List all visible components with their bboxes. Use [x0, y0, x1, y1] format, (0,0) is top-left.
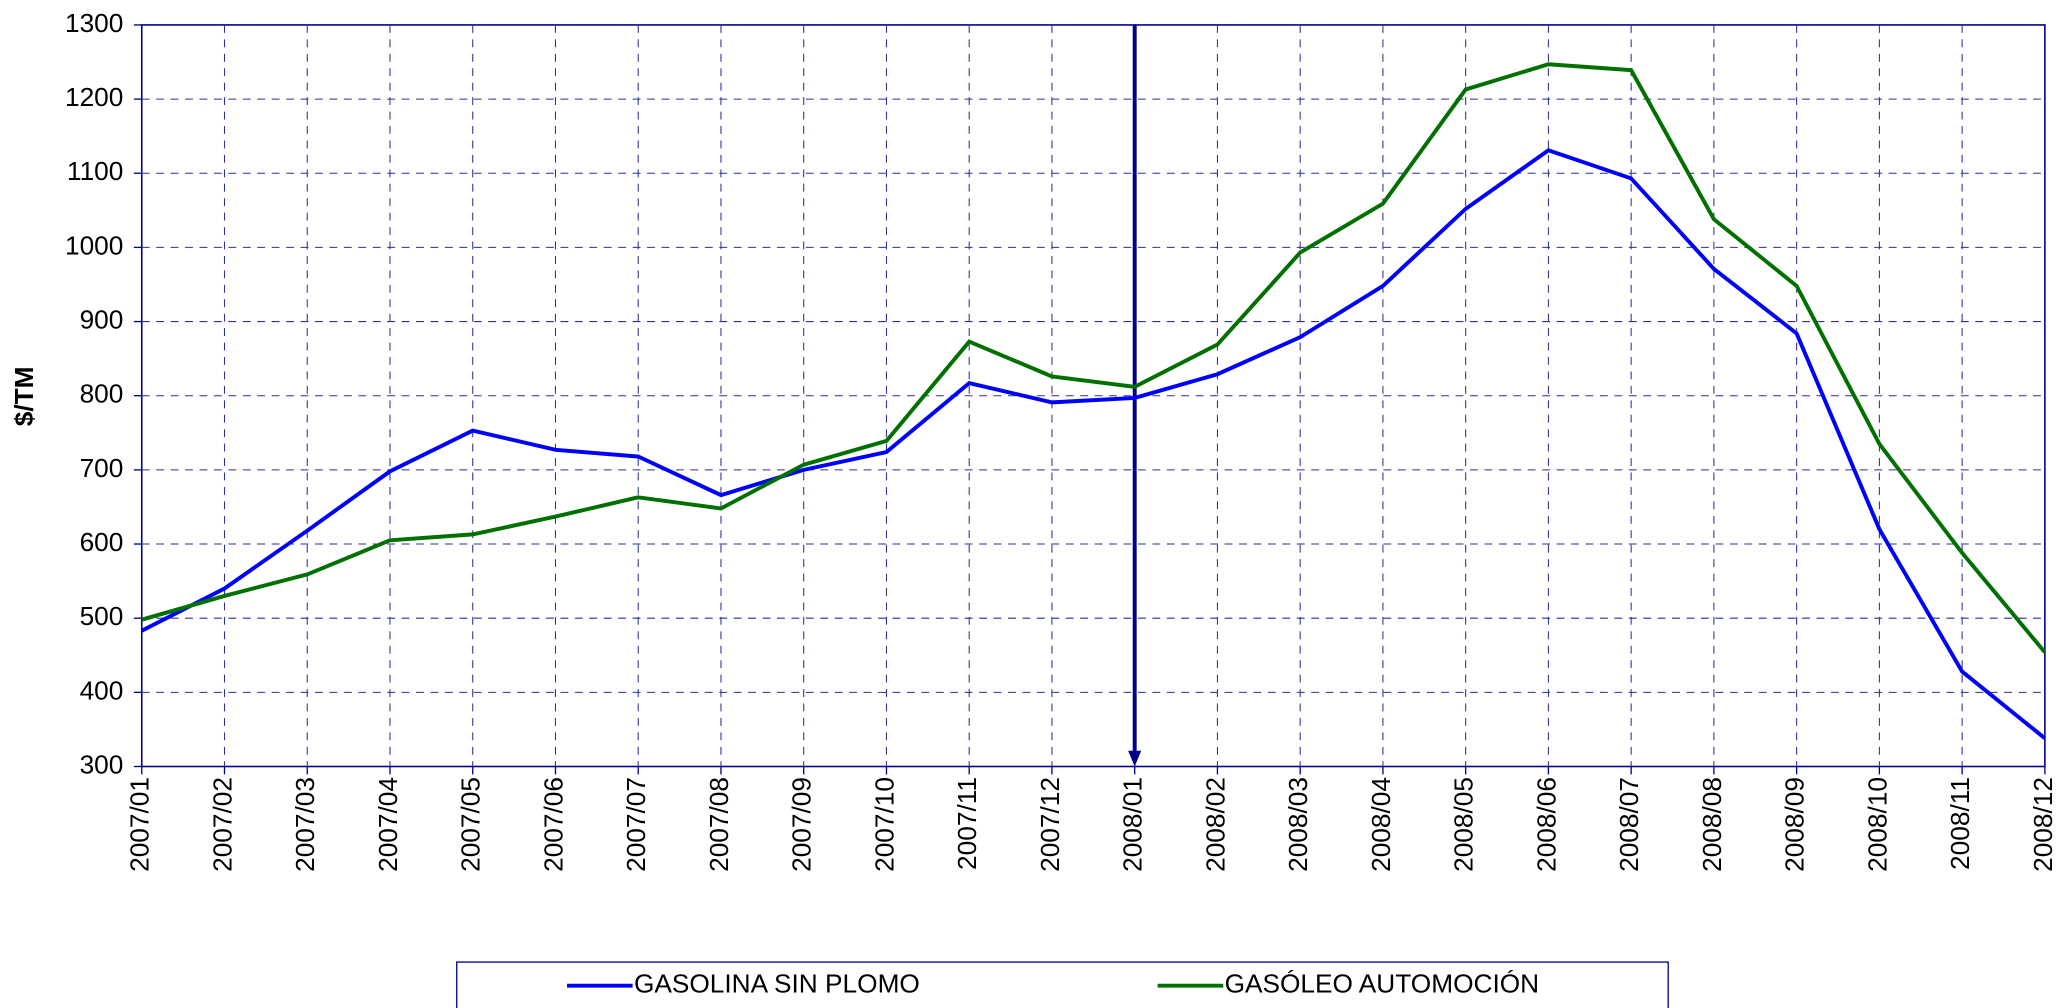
x-tick-label: 2008/07	[1614, 777, 1644, 872]
x-tick-label: 2007/01	[125, 777, 155, 872]
legend-box	[456, 961, 1669, 1008]
x-tick-label: 2007/03	[290, 777, 320, 872]
x-tick-label: 2007/07	[621, 777, 651, 872]
x-tick-label: 2007/04	[373, 777, 403, 872]
x-tick-label: 2008/12	[2028, 777, 2058, 872]
x-tick-label: 2008/05	[1449, 777, 1479, 872]
y-tick-label: 500	[80, 601, 124, 631]
y-tick-label: 1000	[65, 230, 123, 260]
series-line	[141, 62, 2047, 654]
y-tick-label: 400	[80, 675, 124, 705]
x-tick-label: 2008/04	[1366, 777, 1396, 872]
legend-label: GASOLINA SIN PLOMO	[634, 969, 920, 999]
x-tick-label: 2007/05	[456, 777, 486, 872]
y-tick-label: 800	[80, 379, 124, 409]
x-tick-label: 2007/06	[538, 777, 568, 872]
x-tick-label: 2007/11	[952, 777, 982, 870]
y-tick-label: 300	[80, 749, 124, 779]
x-tick-label: 2008/11	[1945, 777, 1975, 870]
y-tick-label: 1200	[65, 82, 123, 112]
x-tick-label: 2007/02	[207, 777, 237, 872]
y-tick-label: 1300	[65, 8, 123, 38]
series-line	[140, 148, 2047, 740]
y-tick-label: 700	[80, 453, 124, 483]
x-tick-label: 2008/02	[1200, 777, 1230, 872]
y-tick-label: 600	[80, 527, 124, 557]
x-tick-label: 2008/08	[1697, 777, 1727, 872]
legend-label: GASÓLEO AUTOMOCIÓN	[1225, 969, 1540, 999]
x-tick-label: 2008/03	[1283, 777, 1313, 872]
y-tick-label: 900	[80, 305, 124, 335]
x-tick-label: 2008/10	[1862, 777, 1892, 872]
x-tick-label: 2008/01	[1118, 777, 1148, 872]
x-tick-label: 2007/12	[1035, 777, 1065, 872]
x-tick-label: 2007/09	[787, 777, 817, 872]
x-tick-label: 2008/09	[1780, 777, 1810, 872]
y-axis-label: $/TM	[9, 366, 39, 426]
annotation-arrowhead	[1128, 750, 1142, 767]
y-tick-label: 1100	[67, 156, 123, 186]
x-tick-label: 2007/08	[704, 777, 734, 872]
x-tick-label: 2007/10	[869, 777, 899, 872]
x-tick-label: 2008/06	[1531, 777, 1561, 872]
